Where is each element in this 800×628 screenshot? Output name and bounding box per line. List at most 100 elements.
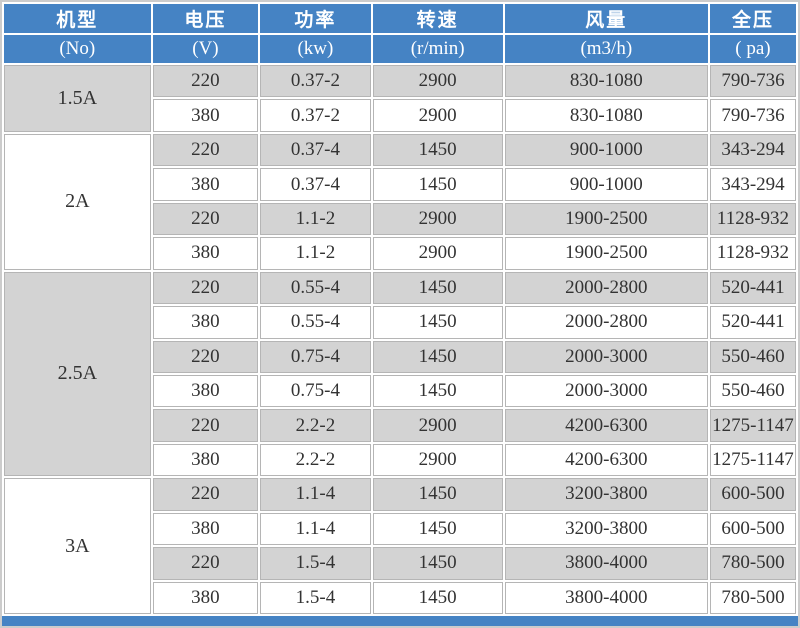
data-cell: 520-441 [709,306,796,339]
table-header: 机型 电压 功率 转速 风量 全压 (No) (V) (kw) (r/min) … [4,4,796,63]
data-cell: 830-1080 [504,65,708,98]
data-cell: 1450 [372,512,503,546]
model-cell-2.5A: 2.5A [4,271,151,477]
table-row: 1.5A 220 0.37-2 2900 830-1080 790-736 [4,65,796,132]
data-cell: 380 [152,237,259,270]
data-cell: 220 [152,340,259,373]
data-cell: 0.37-4 [260,168,371,201]
data-cell: 1450 [372,271,503,305]
data-cell: 2000-2800 [504,271,708,305]
col-header-power: 功率 [260,4,371,33]
data-cell: 0.37-2 [260,99,371,132]
table-row: 380 1.1-2 2900 1900-2500 1128-932 [4,237,796,270]
data-cell: 380 [152,99,259,132]
data-cell: 830-1080 [504,99,708,132]
col-header-voltage: 电压 [152,4,259,33]
data-cell: 2900 [372,443,503,477]
data-cell: 900-1000 [504,168,708,201]
data-cell: 2900 [372,237,503,270]
unit-voltage: (V) [152,35,259,63]
data-cell: 4200-6300 [504,409,708,442]
data-cell: 600-500 [709,512,796,546]
data-cell: 2900 [372,409,503,442]
model-cell-1.5A: 1.5A [4,65,151,132]
data-cell: 2.2-2 [260,443,371,477]
data-cell: 2900 [372,99,503,132]
table-row: 380 1.5-4 1450 3800-4000 780-500 [4,581,796,614]
data-cell: 220 [152,409,259,442]
table-row: 380 2.2-2 2900 4200-6300 1275-1147 [4,443,796,477]
data-cell: 600-500 [709,478,796,511]
data-cell: 1450 [372,168,503,201]
data-cell: 790-736 [709,99,796,132]
data-cell: 380 [152,374,259,408]
table-row: 380 0.37-4 1450 900-1000 343-294 [4,168,796,201]
unit-model: (No) [4,35,151,63]
data-cell: 780-500 [709,547,796,580]
data-cell: 220 [152,65,259,98]
data-cell: 1.1-4 [260,478,371,511]
data-cell: 1900-2500 [504,237,708,270]
data-cell: 220 [152,547,259,580]
table-row: 3A 220 1.1-4 1450 3200-3800 600-500 [4,478,796,614]
data-cell: 1.5-4 [260,581,371,614]
data-cell: 1450 [372,306,503,339]
data-cell: 380 [152,443,259,477]
data-cell: 1.1-4 [260,512,371,546]
data-cell: 220 [152,202,259,236]
data-cell: 1128-932 [709,202,796,236]
unit-pressure: ( pa) [709,35,796,63]
data-cell: 0.75-4 [260,374,371,408]
header-title-row: 机型 电压 功率 转速 风量 全压 [4,4,796,33]
data-cell: 550-460 [709,340,796,373]
table-row: 220 1.5-4 1450 3800-4000 780-500 [4,547,796,580]
fan-spec-table: 机型 电压 功率 转速 风量 全压 (No) (V) (kw) (r/min) … [2,2,798,616]
table-row: 380 0.75-4 1450 2000-3000 550-460 [4,374,796,408]
data-cell: 220 [152,478,259,511]
data-cell: 2900 [372,65,503,98]
data-cell: 3800-4000 [504,547,708,580]
data-cell: 1900-2500 [504,202,708,236]
data-cell: 780-500 [709,581,796,614]
table-row: 380 0.37-2 2900 830-1080 790-736 [4,99,796,132]
data-cell: 900-1000 [504,133,708,167]
unit-speed: (r/min) [372,35,503,63]
table-row: 220 1.1-2 2900 1900-2500 1128-932 [4,202,796,236]
model-cell-3A: 3A [4,478,151,614]
table-row: 220 2.2-2 2900 4200-6300 1275-1147 [4,409,796,442]
data-cell: 2.2-2 [260,409,371,442]
data-cell: 0.37-2 [260,65,371,98]
data-cell: 1450 [372,340,503,373]
table-row: 2.5A 220 0.55-4 1450 2000-2800 520-441 [4,271,796,477]
col-header-airflow: 风量 [504,4,708,33]
unit-airflow: (m3/h) [504,35,708,63]
data-cell: 1.1-2 [260,237,371,270]
data-cell: 550-460 [709,374,796,408]
unit-power: (kw) [260,35,371,63]
data-cell: 4200-6300 [504,443,708,477]
table-row: 220 0.75-4 1450 2000-3000 550-460 [4,340,796,373]
data-cell: 1275-1147 [709,443,796,477]
data-cell: 1275-1147 [709,409,796,442]
bottom-accent-bar [2,616,798,626]
data-cell: 220 [152,271,259,305]
data-cell: 0.75-4 [260,340,371,373]
col-header-speed: 转速 [372,4,503,33]
data-cell: 343-294 [709,133,796,167]
table-row: 380 1.1-4 1450 3200-3800 600-500 [4,512,796,546]
data-cell: 1450 [372,547,503,580]
data-cell: 1450 [372,478,503,511]
header-unit-row: (No) (V) (kw) (r/min) (m3/h) ( pa) [4,35,796,63]
data-cell: 1450 [372,581,503,614]
data-cell: 2000-3000 [504,340,708,373]
data-cell: 380 [152,581,259,614]
data-cell: 2000-2800 [504,306,708,339]
data-cell: 380 [152,306,259,339]
data-cell: 790-736 [709,65,796,98]
data-cell: 343-294 [709,168,796,201]
data-cell: 0.37-4 [260,133,371,167]
data-cell: 2900 [372,202,503,236]
data-cell: 1450 [372,133,503,167]
spec-table-body: 1.5A 220 0.37-2 2900 830-1080 790-736 380 0.37-… [4,65,796,614]
